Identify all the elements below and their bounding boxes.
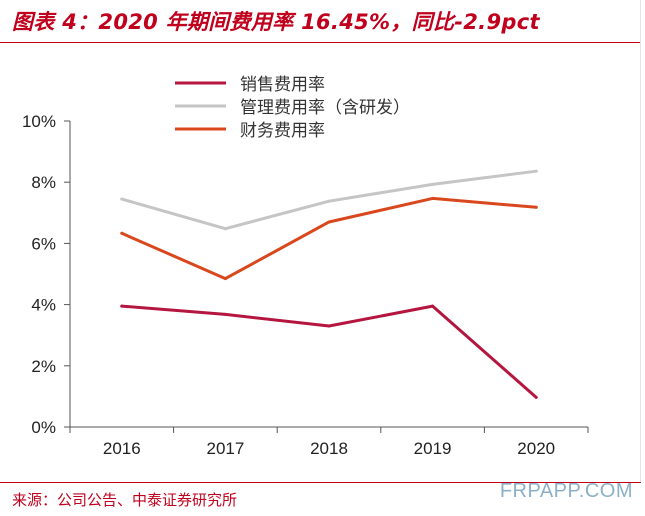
data-point [431, 304, 435, 308]
legend-label-3: 财务费用率 [240, 121, 325, 141]
right-border [640, 0, 641, 482]
y-tick-label: 2% [31, 357, 56, 376]
legend-label-2: 管理费用率（含研发） [240, 98, 410, 118]
y-tick-label: 10% [22, 112, 56, 131]
series-layer [120, 169, 538, 399]
data-point [223, 227, 227, 231]
data-point [327, 199, 331, 203]
data-point [534, 395, 538, 399]
data-point [327, 324, 331, 328]
x-tick-label: 2019 [414, 439, 452, 458]
title-rule [0, 42, 641, 43]
x-tick-label: 2016 [103, 439, 141, 458]
data-point [534, 205, 538, 209]
data-point [120, 231, 124, 235]
data-point [120, 304, 124, 308]
data-point [327, 220, 331, 224]
data-point [223, 277, 227, 281]
x-tick-label: 2017 [206, 439, 244, 458]
watermark: FRPAPP.COM [499, 480, 633, 502]
source-rule [0, 482, 641, 483]
line-chart: 0% 2% 4% 6% 8% 10% 2016 2017 2018 2019 2020 销售费用率管… [22, 75, 589, 458]
y-tick-label: 4% [31, 296, 56, 315]
data-point [223, 312, 227, 316]
data-point [431, 196, 435, 200]
data-point [534, 169, 538, 173]
figure-title: 图表 4：2020 年期间费用率 16.45%，同比-2.9pct [12, 10, 540, 34]
data-point [431, 182, 435, 186]
series-line-1 [120, 304, 538, 399]
x-tick-label: 2020 [517, 439, 555, 458]
legend-label-1: 销售费用率 [240, 75, 325, 95]
chart-axes: 0% 2% 4% 6% 8% 10% 2016 2017 2018 2019 2020 [22, 112, 589, 458]
y-tick-label: 8% [31, 173, 56, 192]
y-tick-label: 0% [31, 418, 56, 437]
source-note: 来源：公司公告、中泰证券研究所 [12, 491, 238, 509]
x-tick-label: 2018 [310, 439, 348, 458]
y-tick-label: 6% [31, 234, 56, 253]
series-line-3 [120, 196, 538, 281]
data-point [120, 197, 124, 201]
